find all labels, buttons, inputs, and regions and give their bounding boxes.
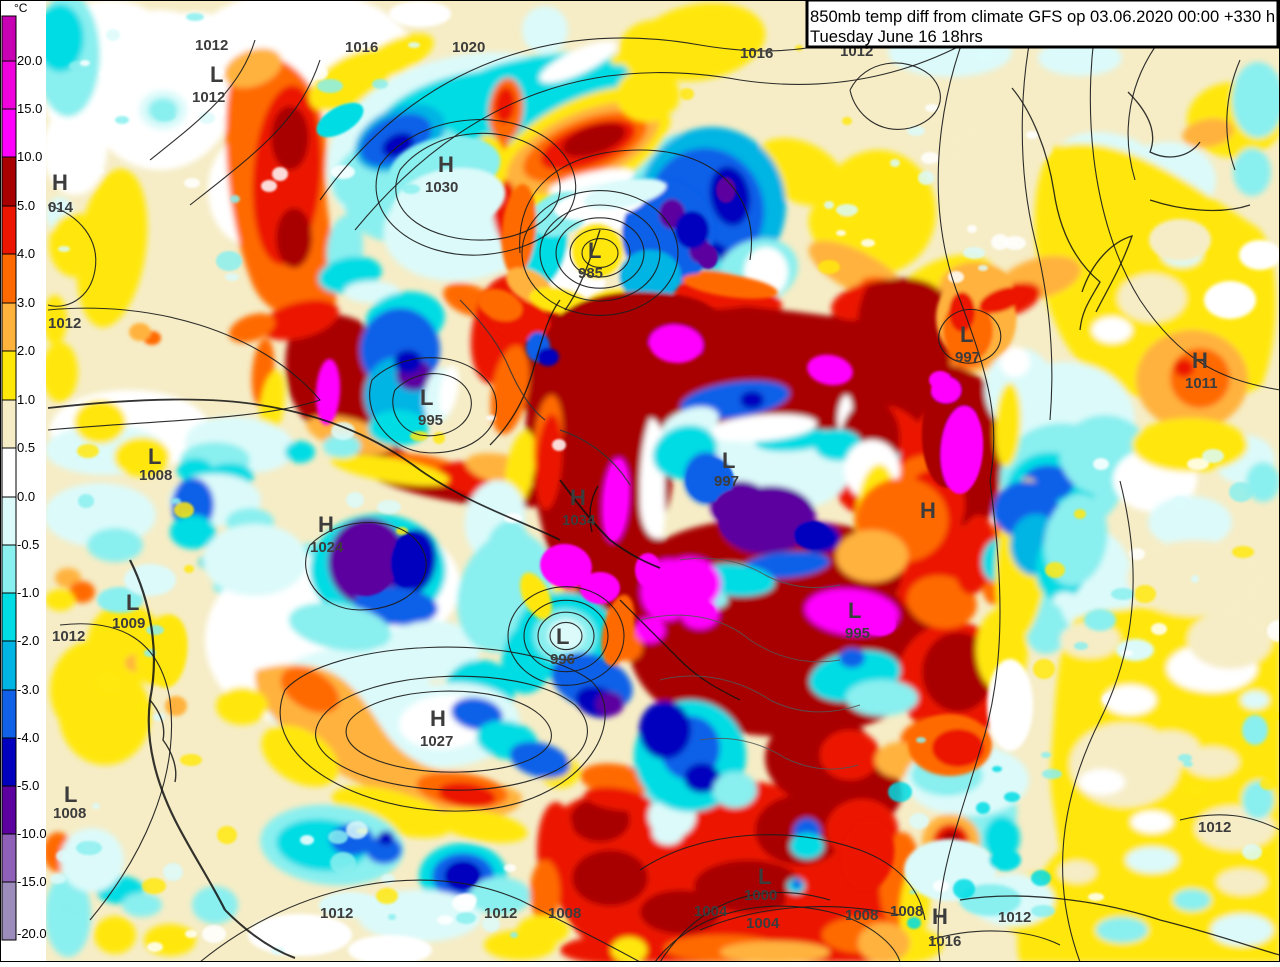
svg-text:-1.0: -1.0 (17, 585, 39, 600)
svg-text:014: 014 (48, 199, 74, 216)
svg-text:H: H (430, 706, 446, 731)
svg-text:995: 995 (845, 625, 870, 642)
svg-text:1012: 1012 (1198, 819, 1231, 836)
svg-text:997: 997 (714, 473, 739, 490)
svg-text:L: L (588, 238, 601, 263)
svg-text:1008: 1008 (139, 467, 172, 484)
svg-text:2.0: 2.0 (17, 343, 35, 358)
svg-text:995: 995 (418, 412, 443, 429)
svg-text:996: 996 (550, 651, 575, 668)
svg-text:1024: 1024 (310, 539, 344, 556)
svg-text:1012: 1012 (52, 628, 85, 645)
svg-text:1004: 1004 (694, 903, 728, 920)
svg-text:-4.0: -4.0 (17, 730, 39, 745)
svg-text:-5.0: -5.0 (17, 778, 39, 793)
svg-text:-0.5: -0.5 (17, 537, 39, 552)
svg-text:1008: 1008 (548, 905, 581, 922)
svg-text:-15.0: -15.0 (17, 874, 47, 889)
svg-text:H: H (920, 498, 936, 523)
svg-text:-20.0: -20.0 (17, 926, 47, 941)
svg-text:L: L (960, 322, 973, 347)
svg-text:1008: 1008 (845, 907, 878, 924)
svg-text:L: L (758, 864, 771, 889)
svg-text:L: L (210, 62, 223, 87)
svg-text:997: 997 (955, 349, 980, 366)
svg-text:1027: 1027 (420, 733, 453, 750)
svg-text:L: L (556, 624, 569, 649)
svg-text:5.0: 5.0 (17, 198, 35, 213)
svg-text:L: L (64, 782, 77, 807)
svg-text:1034: 1034 (562, 512, 596, 529)
svg-text:1012: 1012 (195, 37, 228, 54)
svg-text:L: L (420, 385, 433, 410)
svg-text:1008: 1008 (53, 805, 86, 822)
svg-text:L: L (848, 598, 861, 623)
svg-text:Tuesday June 16 18hrs: Tuesday June 16 18hrs (810, 27, 983, 46)
svg-text:L: L (126, 590, 139, 615)
svg-text:10.0: 10.0 (17, 149, 42, 164)
svg-text:°C: °C (14, 1, 28, 15)
svg-text:1012: 1012 (484, 905, 517, 922)
svg-text:H: H (932, 904, 948, 929)
svg-text:1016: 1016 (928, 933, 961, 950)
svg-text:L: L (148, 444, 161, 469)
svg-text:L: L (722, 448, 735, 473)
svg-text:H: H (570, 485, 586, 510)
svg-text:H: H (52, 170, 68, 195)
svg-text:1020: 1020 (452, 39, 485, 56)
svg-text:985: 985 (578, 265, 603, 282)
svg-text:-3.0: -3.0 (17, 682, 39, 697)
svg-text:15.0: 15.0 (17, 101, 42, 116)
svg-text:1012: 1012 (998, 909, 1031, 926)
svg-text:1016: 1016 (345, 39, 378, 56)
svg-text:1012: 1012 (48, 315, 81, 332)
svg-text:1.0: 1.0 (17, 392, 35, 407)
svg-text:1009: 1009 (112, 615, 145, 632)
svg-text:0.5: 0.5 (17, 440, 35, 455)
svg-text:H: H (438, 152, 454, 177)
svg-text:4.0: 4.0 (17, 246, 35, 261)
svg-text:H: H (318, 512, 334, 537)
svg-text:-2.0: -2.0 (17, 633, 39, 648)
svg-text:0.0: 0.0 (17, 489, 35, 504)
svg-text:3.0: 3.0 (17, 295, 35, 310)
svg-text:1004: 1004 (746, 915, 780, 932)
svg-text:1012: 1012 (320, 905, 353, 922)
svg-text:1030: 1030 (425, 179, 458, 196)
svg-text:1016: 1016 (740, 45, 773, 62)
svg-text:-10.0: -10.0 (17, 826, 47, 841)
svg-text:1011: 1011 (1185, 375, 1218, 392)
svg-text:1008: 1008 (890, 903, 923, 920)
svg-text:20.0: 20.0 (17, 53, 42, 68)
svg-text:850mb temp diff from climate G: 850mb temp diff from climate GFS op 03.0… (810, 7, 1275, 26)
svg-text:1000: 1000 (744, 887, 777, 904)
svg-text:1012: 1012 (192, 89, 225, 106)
svg-text:H: H (1192, 348, 1208, 373)
